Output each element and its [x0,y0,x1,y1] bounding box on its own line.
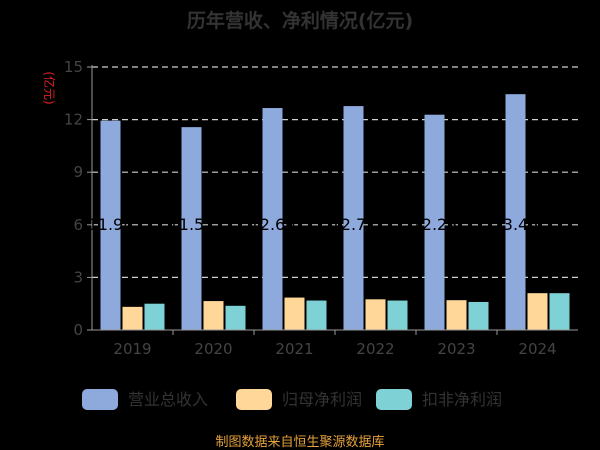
y-tick-label: 15 [64,58,83,76]
bar-2 [284,297,305,330]
bar-3 [225,305,246,330]
bar-1 [262,108,283,330]
x-tick-label: 2024 [518,340,556,358]
y-tick-label: 12 [64,111,83,129]
y-axis-label: (亿元) [42,71,57,104]
grid-lines [92,66,578,278]
y-tick-label: 9 [73,163,83,181]
data-label: 11.57 [169,215,215,234]
bar-2 [365,299,386,330]
legend-label-2: 归母净利润 [282,390,362,409]
bar-3 [144,303,165,330]
x-tick-label: 2023 [437,340,475,358]
bar-1 [343,106,364,330]
chart-title: 历年营收、净利情况(亿元) [186,10,414,32]
x-tick-label: 2022 [356,340,394,358]
legend: 营业总收入 归母净利润 扣非净利润 [82,389,502,410]
y-tick-label: 0 [73,321,83,339]
bar-2 [527,293,548,330]
bar-2 [122,306,143,330]
y-tick-label: 3 [73,268,83,286]
bar-3 [306,300,327,330]
bars [100,94,570,330]
bar-1 [100,120,121,330]
legend-swatch-2 [236,389,272,410]
labels: 0 3 6 9 12 15 (亿元) 2019 2020 2021 2022 2023 2024 11.9… [42,58,557,358]
data-label: 12.77 [331,215,377,234]
legend-swatch-3 [376,389,412,410]
bar-2 [446,300,467,330]
x-tick-label: 2021 [275,340,313,358]
bar-3 [387,300,408,330]
bar-3 [468,301,489,330]
x-tick-label: 2019 [113,340,151,358]
legend-label-3: 扣非净利润 [422,390,502,409]
bar-1 [505,94,526,330]
x-tick-label: 2020 [194,340,232,358]
data-label: 13.45 [493,215,539,234]
bar-1 [181,127,202,330]
axes [87,65,578,335]
bar-2 [203,301,224,330]
data-label: 12.66 [250,215,296,234]
data-label: 11.94 [88,215,134,234]
legend-label-1: 营业总收入 [128,390,208,409]
bar-1 [424,114,445,330]
legend-swatch-1 [82,389,118,410]
y-tick-label: 6 [73,216,83,234]
data-label: 12.28 [412,215,458,234]
data-source-footer: 制图数据来自恒生聚源数据库 [215,435,385,450]
bar-3 [549,293,570,330]
